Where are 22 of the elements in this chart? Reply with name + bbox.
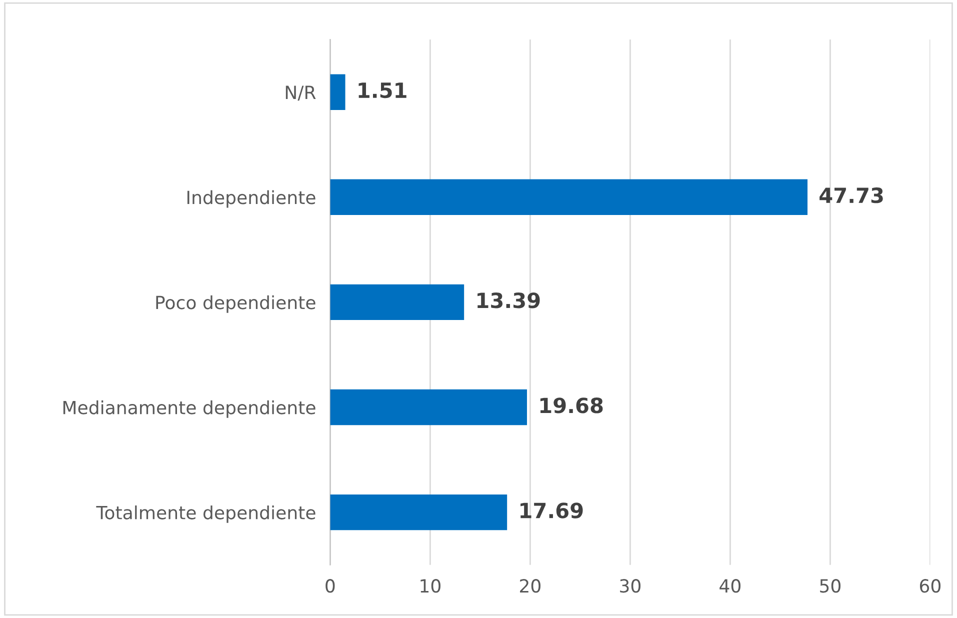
x-tick-label: 50	[820, 579, 840, 593]
y-tick-label: N/R	[286, 86, 316, 101]
data-label: 47.73	[820, 187, 883, 204]
y-tick-label: Medianamente dependiente	[63, 400, 316, 418]
y-tick-label: Poco dependiente	[156, 295, 316, 313]
data-label: 17.69	[520, 502, 583, 518]
bar	[330, 494, 508, 530]
x-tick-label: 60	[920, 579, 940, 593]
bar	[330, 74, 346, 110]
x-tick-label: 30	[620, 579, 640, 593]
bar	[330, 179, 808, 215]
data-label: 19.68	[540, 398, 603, 414]
x-tick-label: 20	[520, 579, 540, 593]
x-tick-label: 0	[326, 579, 335, 593]
x-tick-label: 10	[420, 579, 440, 593]
data-label: 1.51	[358, 82, 406, 98]
bar	[330, 389, 527, 426]
bar	[330, 284, 464, 320]
data-label: 13.39	[478, 292, 540, 308]
y-tick-label: Independiente	[187, 190, 316, 208]
x-tick-label: 40	[720, 579, 740, 593]
y-tick-label: Totalmente dependiente	[96, 505, 316, 523]
